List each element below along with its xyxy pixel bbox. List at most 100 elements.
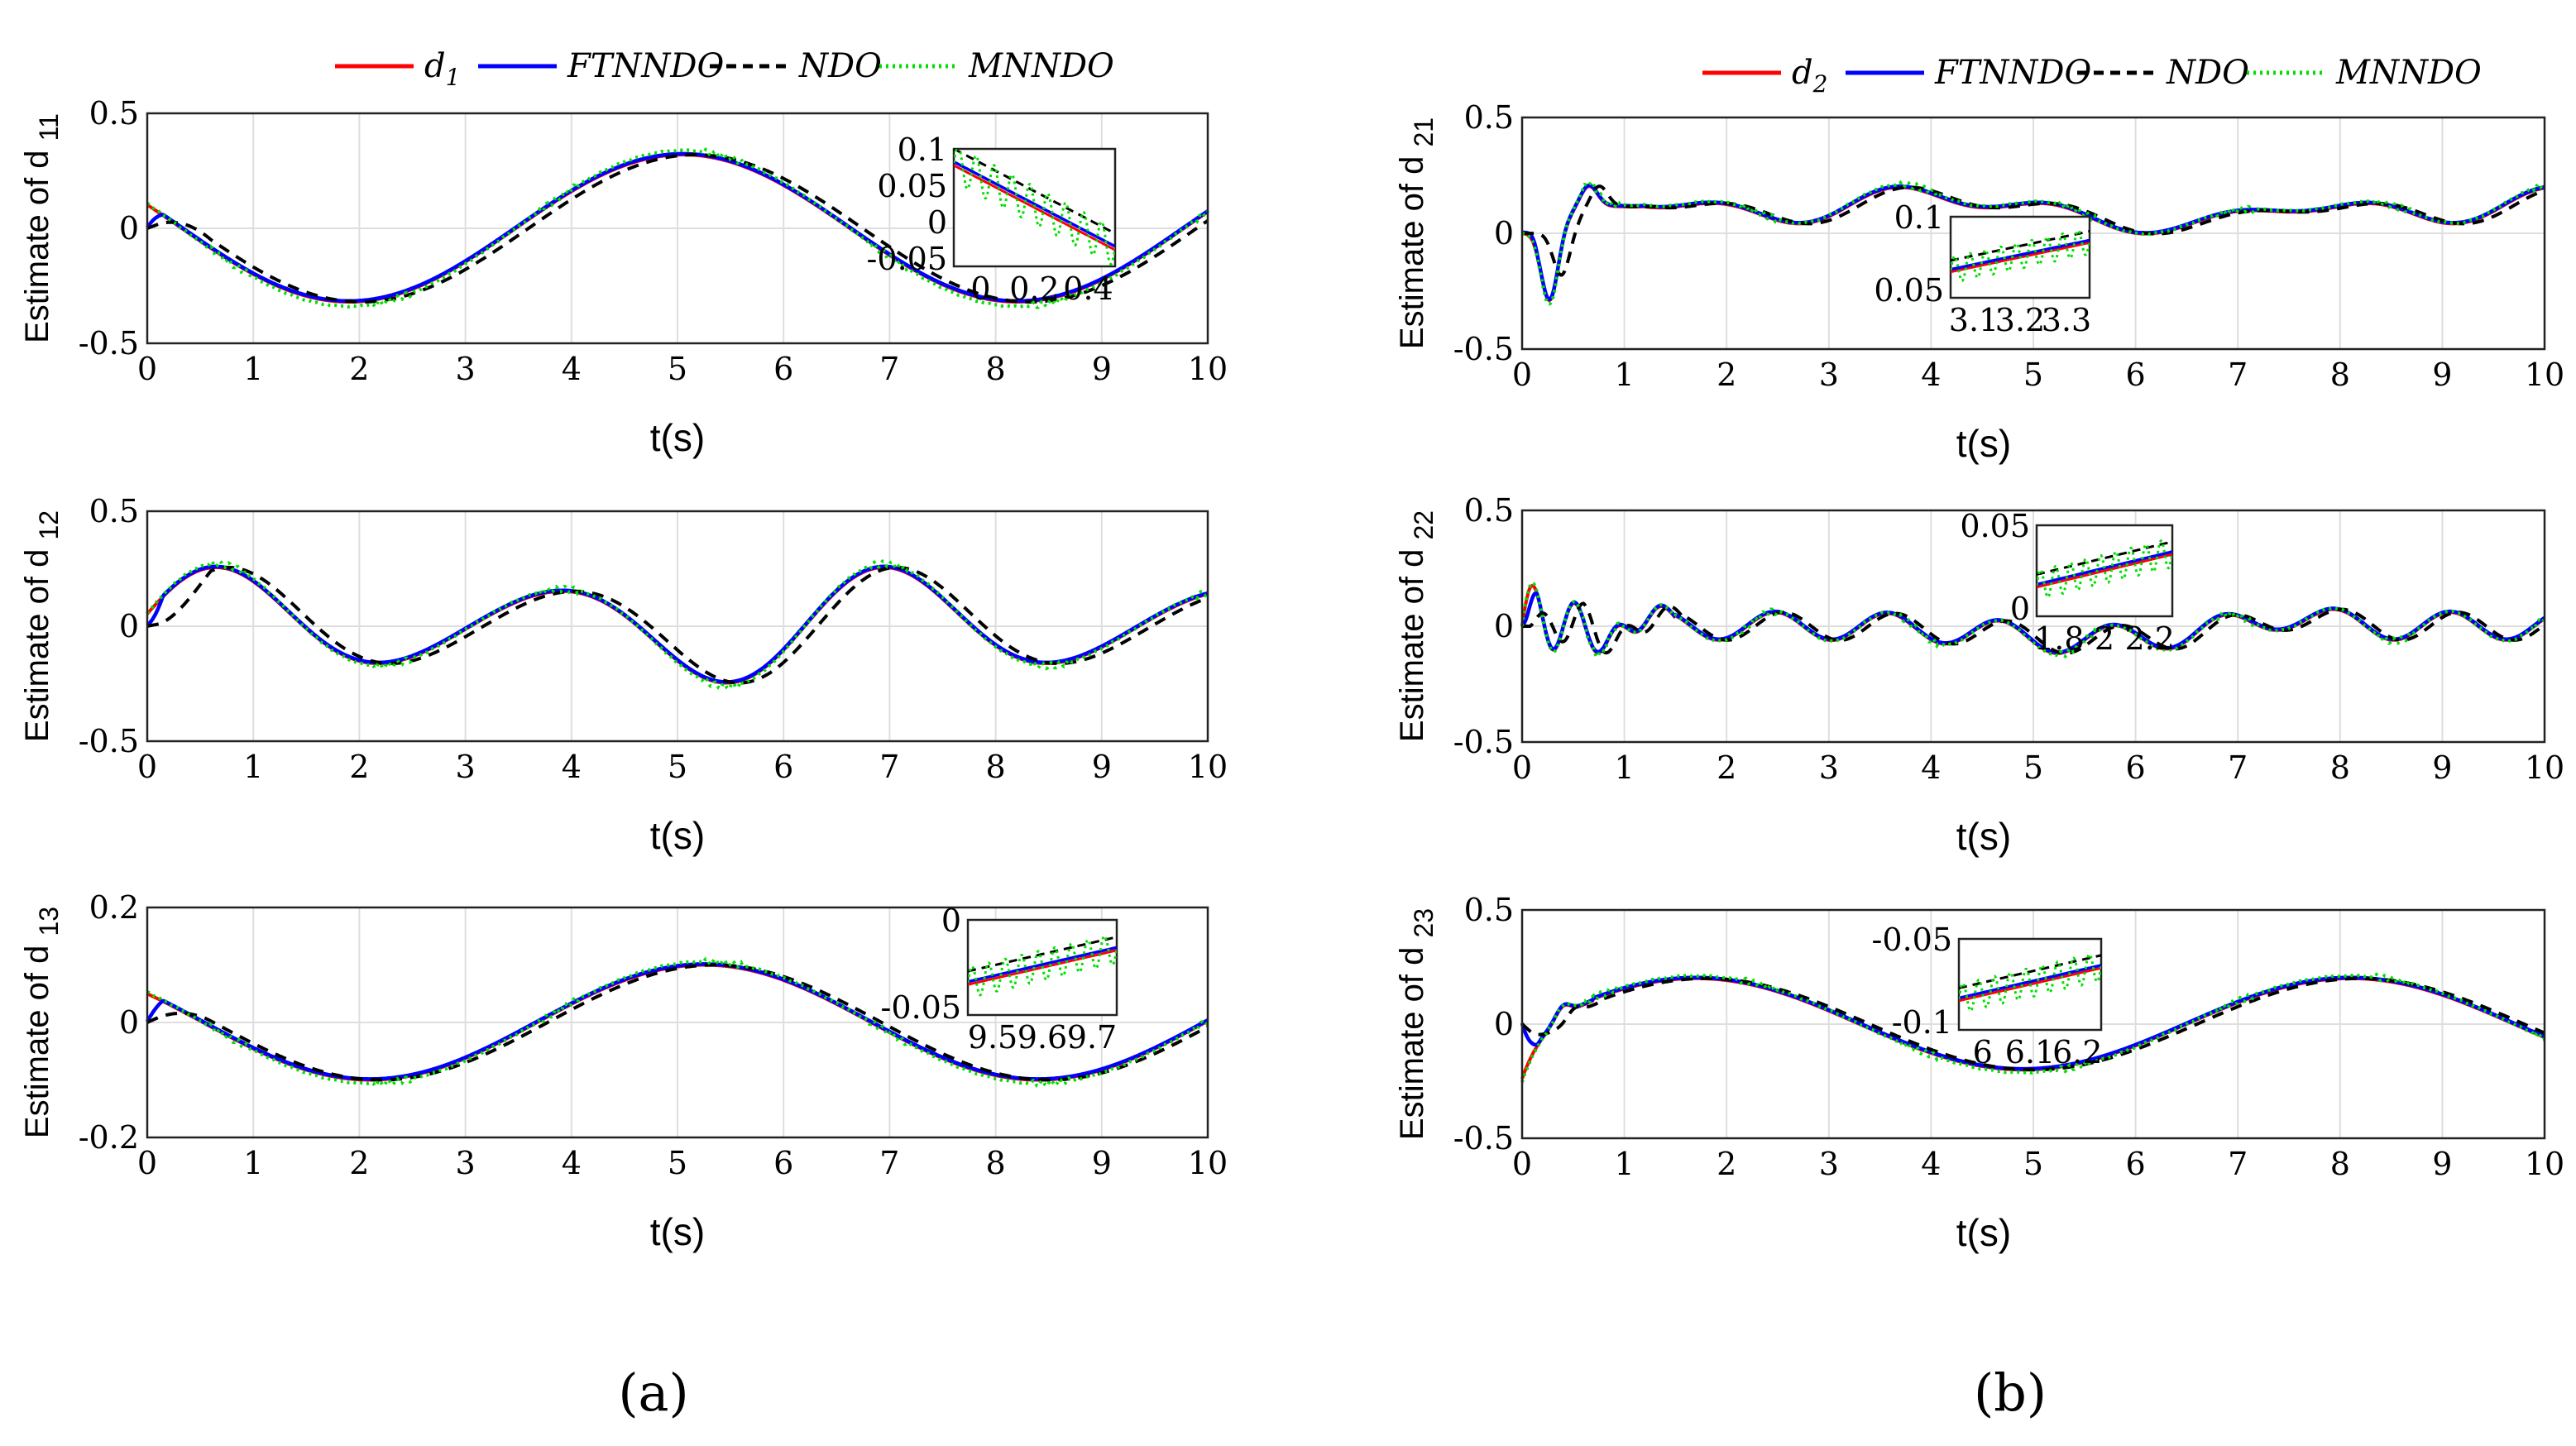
xtick-d22-9: 9 — [2432, 749, 2452, 786]
ytick-d11-0: -0.5 — [79, 325, 139, 362]
ytick-d11-1: 0 — [119, 210, 139, 247]
inset-xtick-d11-1: 0.2 — [1009, 271, 1059, 307]
legend-text-legend-a-2: NDO — [798, 47, 882, 85]
xtick-d22-3: 3 — [1819, 749, 1839, 786]
legend-label-legend-b-NDO: NDO — [2166, 54, 2249, 92]
inset-d21: 3.13.23.3 0.1 0.05 — [1874, 199, 2091, 338]
xtick-d22-8: 8 — [2330, 749, 2350, 786]
xtick-d21-1: 1 — [1615, 357, 1635, 393]
ylabel-sub-d13: 13 — [34, 907, 64, 936]
xtick-d21-8: 8 — [2330, 357, 2350, 393]
legend-sub-legend-b-0: 2 — [1812, 70, 1828, 98]
legend-a: d1 FTNNDO NDO MNNDO — [335, 47, 1114, 91]
series-d22-MNNDO — [1520, 581, 2546, 659]
inset-ytick-d21-0: 0.1 — [1894, 199, 1944, 236]
ytick-d23-2: 0.5 — [1464, 892, 1514, 928]
ylabel-main-d11: Estimate of d — [19, 141, 55, 343]
ylabel-d12: Estimate of d 12 — [19, 510, 64, 742]
series-d23-NDO — [1520, 976, 2545, 1072]
ylabel-d13: Estimate of d 13 — [19, 907, 64, 1138]
xlabel-d22: t(s) — [1956, 815, 2011, 858]
ytick-d12-2: 0.5 — [89, 493, 139, 529]
inset-ytick-d11-1: 0.05 — [877, 168, 947, 204]
ylabel-d22: Estimate of d 22 — [1394, 510, 1439, 742]
ylabel-main-d22: Estimate of d — [1394, 540, 1430, 743]
inset-xtick-d22-0: 1.8 — [2034, 620, 2084, 657]
ytick-d23-1: 0 — [1494, 1006, 1514, 1042]
inset-d23: 6 6.16.2 -0.05 -0.1 — [1872, 922, 2103, 1070]
xtick-d11-0: 0 — [137, 351, 157, 387]
xtick-d12-7: 7 — [879, 749, 899, 785]
xtick-d13-2: 2 — [349, 1145, 369, 1181]
inset-xtick-d21-0: 3.1 — [1949, 302, 1999, 338]
xtick-d13-10: 10 — [1188, 1145, 1228, 1181]
series-d21-MNNDO — [1521, 180, 2546, 306]
ylabel-sub-d22: 22 — [1409, 510, 1439, 540]
inset-series-d13-MNNDO — [968, 934, 1117, 997]
xtick-d21-3: 3 — [1819, 357, 1839, 393]
xtick-d11-5: 5 — [668, 351, 687, 387]
ytick-d13-0: -0.2 — [79, 1119, 139, 1156]
xtick-d13-3: 3 — [456, 1145, 476, 1181]
ylabel-sub-d12: 12 — [34, 510, 64, 540]
xtick-d21-5: 5 — [2023, 357, 2043, 393]
xtick-d12-10: 10 — [1188, 749, 1228, 785]
xtick-d23-2: 2 — [1717, 1146, 1736, 1182]
inset-series-d21-MNNDO — [1951, 228, 2090, 282]
xtick-d12-4: 4 — [562, 749, 582, 785]
xtick-d21-2: 2 — [1717, 357, 1736, 393]
ytick-d21-2: 0.5 — [1464, 99, 1514, 136]
inset-lines-d23 — [1959, 953, 2101, 1013]
inset-series-d21-NDO — [1951, 230, 2090, 262]
ylabel-d21: Estimate of d 21 — [1394, 117, 1439, 349]
inset-ytick-d22-1: 0 — [2010, 591, 2030, 627]
xtick-d12-2: 2 — [349, 749, 369, 785]
legend-text-legend-b-0: d — [1792, 54, 1813, 92]
xtick-d23-6: 6 — [2126, 1146, 2146, 1182]
xtick-d12-8: 8 — [986, 749, 1006, 785]
xlabel-d23: t(s) — [1956, 1211, 2011, 1254]
inset-ytick-d11-2: 0 — [927, 204, 947, 241]
xtick-d22-4: 4 — [1921, 749, 1941, 786]
plot-frame-d21 — [1520, 116, 2546, 351]
xlabel-d11: t(s) — [650, 416, 705, 459]
xtick-d23-4: 4 — [1921, 1146, 1941, 1182]
ylabel-sub-d11: 11 — [34, 113, 64, 141]
series-d12-FTNNDO — [146, 564, 1209, 684]
xtick-d21-6: 6 — [2126, 357, 2146, 393]
series-d13-FTNNDO — [146, 962, 1209, 1081]
xtick-d11-7: 7 — [879, 351, 899, 387]
xlabel-d12: t(s) — [650, 814, 705, 857]
ytick-d13-2: 0.2 — [89, 889, 139, 926]
xtick-d13-4: 4 — [562, 1145, 582, 1181]
series-d11-NDO — [146, 153, 1209, 304]
series-d21-NDO — [1522, 184, 2545, 277]
ytick-d22-0: -0.5 — [1453, 724, 1514, 760]
xtick-d12-9: 9 — [1092, 749, 1112, 785]
xtick-d13-8: 8 — [986, 1145, 1006, 1181]
ylabel-d11: Estimate of d 11 — [19, 113, 64, 343]
xtick-d12-6: 6 — [773, 749, 793, 785]
ytick-d22-2: 0.5 — [1464, 492, 1514, 529]
inset-ytick-d11-0: 0.1 — [898, 132, 947, 168]
ytick-d21-1: 0 — [1494, 215, 1514, 251]
inset-series-d22-MNNDO — [2037, 539, 2172, 599]
inset-ytick-d23-0: -0.05 — [1872, 922, 1952, 958]
xtick-d23-0: 0 — [1512, 1146, 1532, 1182]
legend-text-legend-a-1: FTNNDO — [567, 47, 724, 85]
ytick-d11-2: 0.5 — [89, 95, 139, 132]
xtick-d21-10: 10 — [2525, 357, 2564, 393]
inset-xtick-d21-1: 3.2 — [1995, 302, 2045, 338]
ytick-d12-1: 0 — [119, 608, 139, 644]
xtick-d23-1: 1 — [1615, 1146, 1635, 1182]
xtick-d23-9: 9 — [2432, 1146, 2452, 1182]
inset-series-d11-NDO — [954, 149, 1115, 235]
inset-ytick-d22-0: 0.05 — [1960, 508, 2030, 544]
legend-b: d2 FTNNDO NDO MNNDO — [1702, 54, 2482, 98]
xtick-d13-0: 0 — [137, 1145, 157, 1181]
